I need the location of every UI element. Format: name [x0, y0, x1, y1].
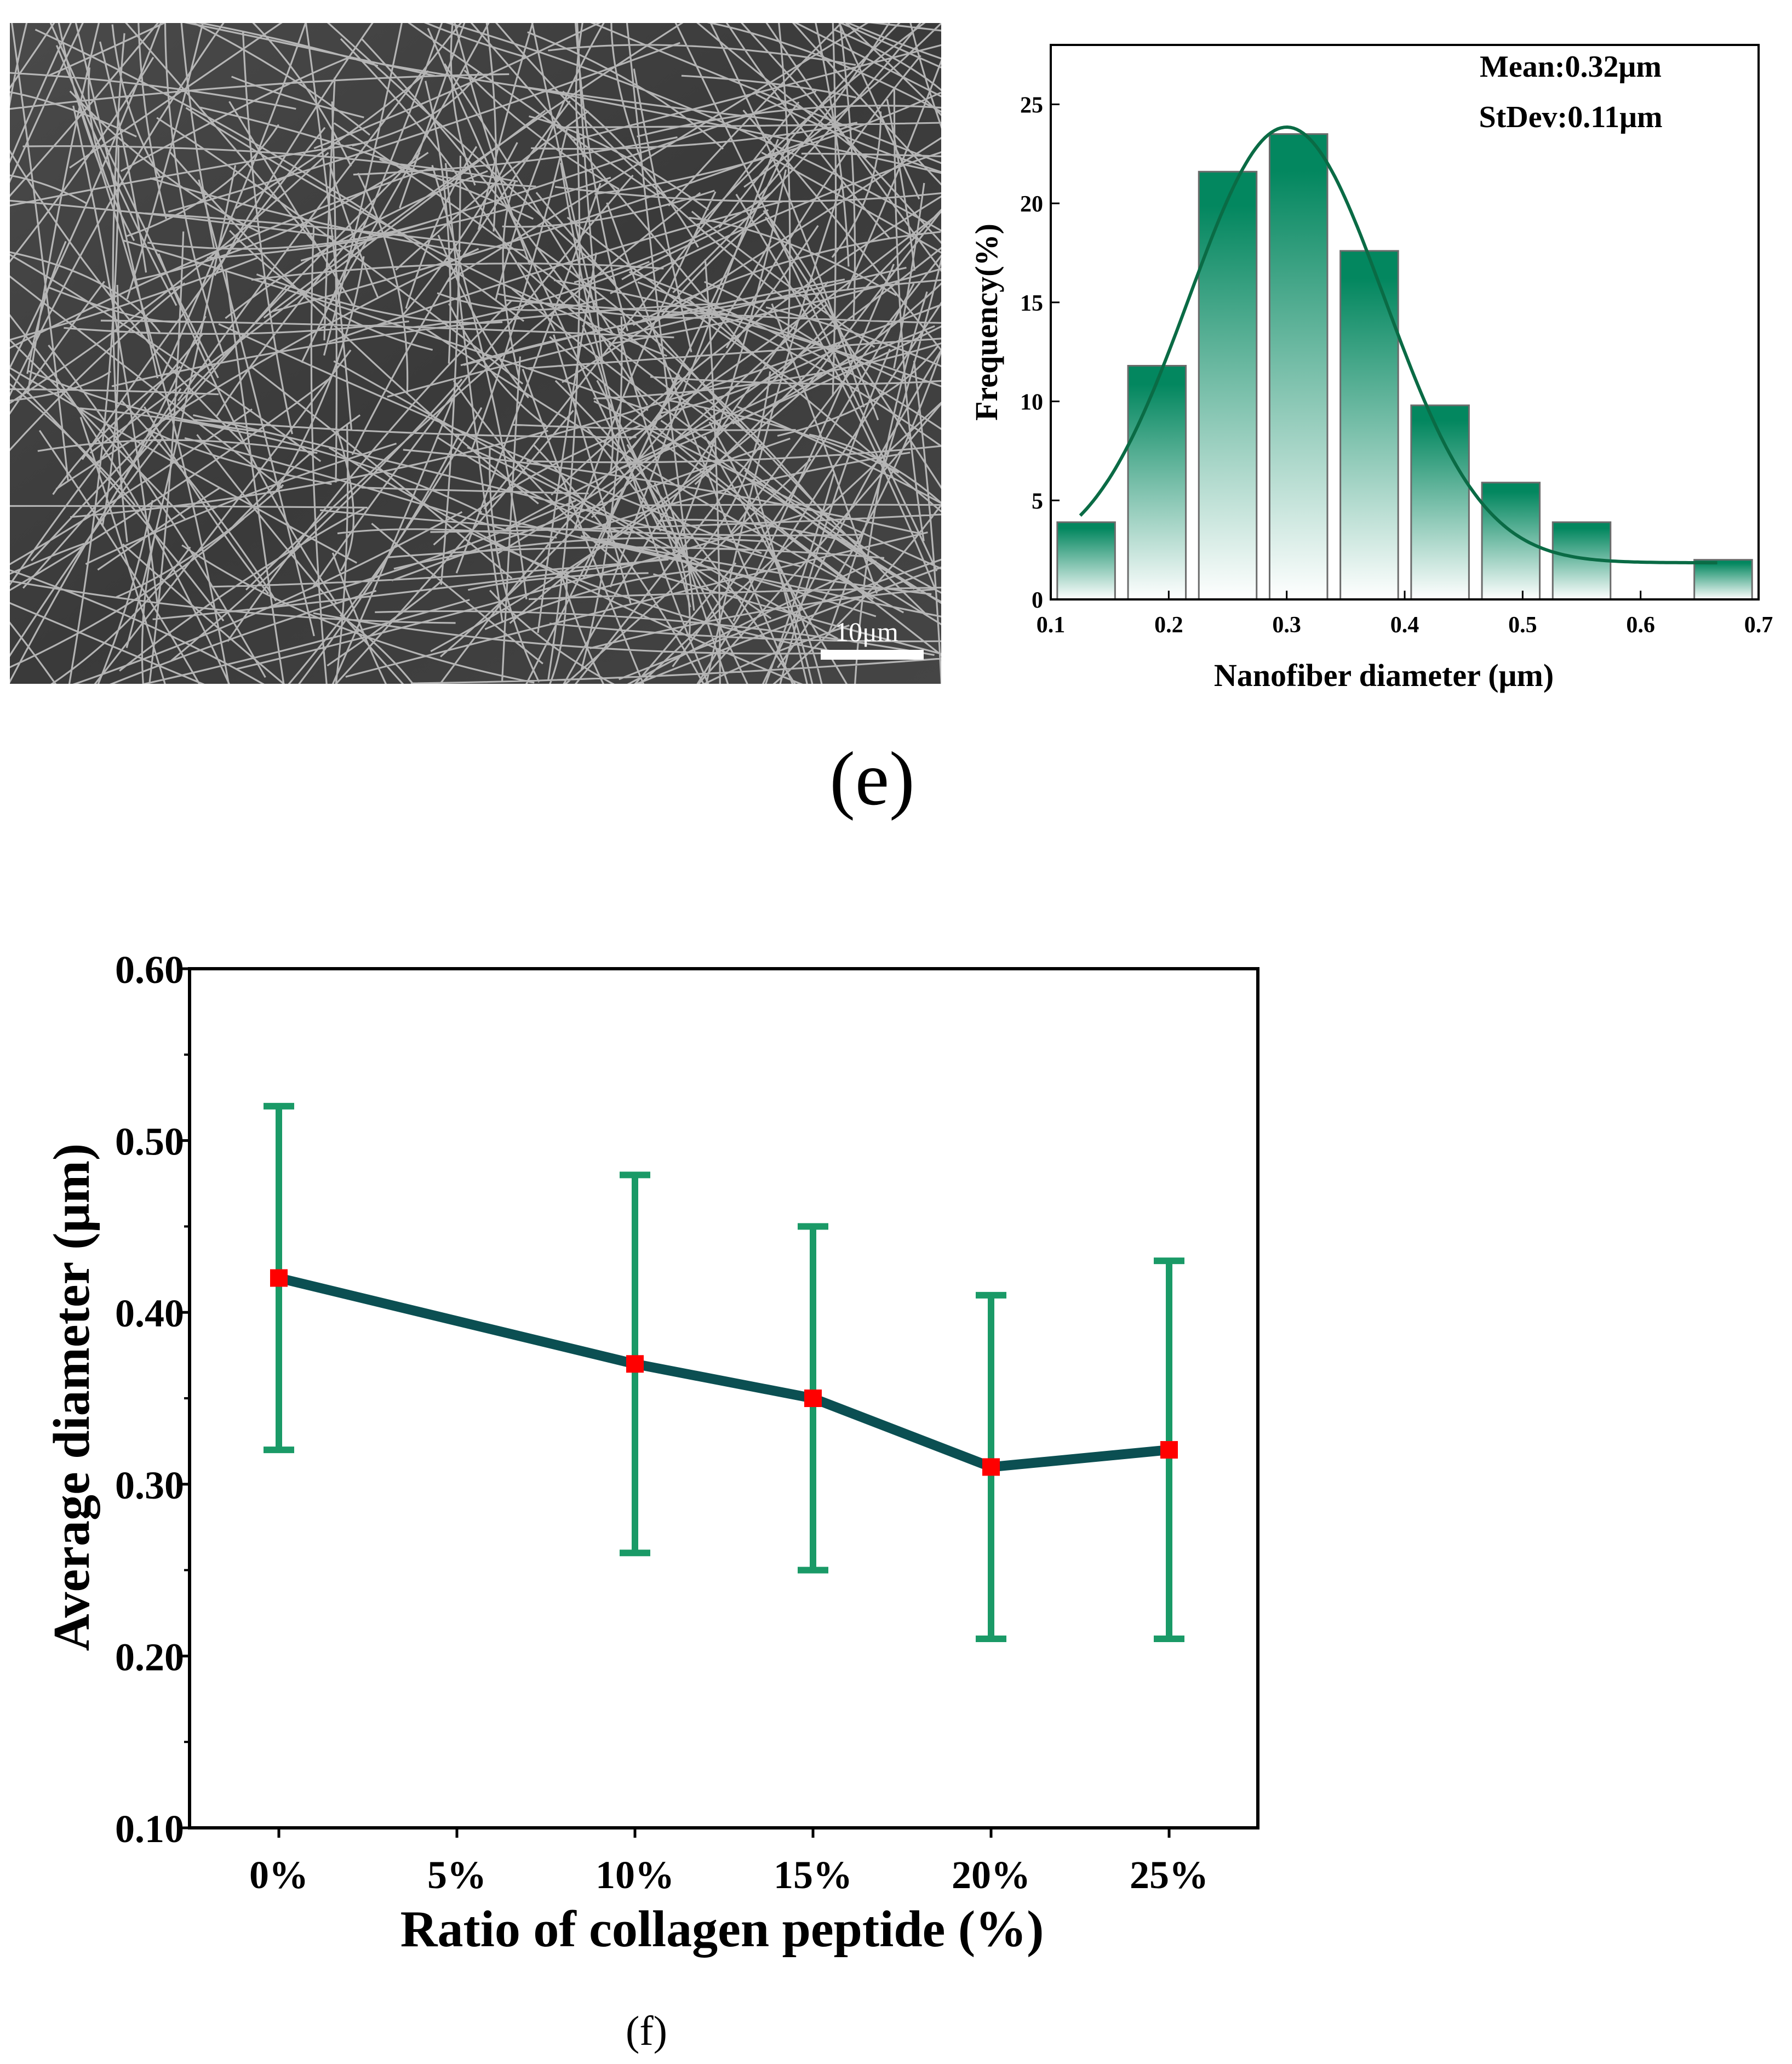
- histogram-bar: [1198, 170, 1258, 601]
- histogram-x-tick-label: 0.4: [1390, 613, 1419, 638]
- data-markers: [270, 1269, 1178, 1476]
- histogram-bar: [1268, 133, 1329, 601]
- histogram-x-tick-label: 0.1: [1037, 613, 1066, 638]
- line-y-tick-label: 0.60: [115, 948, 184, 992]
- data-point-marker: [982, 1458, 1000, 1476]
- histogram-y-tick-label: 5: [1032, 489, 1043, 514]
- nanofiber-texture: [10, 23, 941, 684]
- histogram-bar: [1481, 482, 1541, 601]
- line-x-tick-label: 15%: [774, 1853, 852, 1897]
- histogram-x-axis-label: Nanofiber diameter (μm): [1214, 657, 1554, 693]
- line-y-tick-label: 0.20: [115, 1635, 184, 1679]
- histogram-bar: [1693, 559, 1753, 601]
- line-chart: 0.10 0.20 0.30 0.40 0.50 0.60 0% 5% 10% 15% 20% 25%…: [43, 948, 1259, 1958]
- histogram-y-tick-label: 20: [1020, 192, 1043, 217]
- histogram-bar: [1056, 521, 1116, 601]
- histogram-y-tick-label: 15: [1020, 291, 1043, 316]
- histogram-chart: 0.1 0.2 0.3 0.4 0.5 0.6 0.7 0 5 10 15 20 25 Mean:0.3…: [969, 44, 1773, 693]
- line-y-tick-label: 0.10: [115, 1807, 184, 1851]
- line-x-axis-label: Ratio of collagen peptide (%): [400, 1901, 1044, 1958]
- histogram-y-axis-label: Frequency(%): [969, 224, 1004, 421]
- line-x-tick-label: 0%: [249, 1853, 308, 1897]
- data-point-marker: [1160, 1441, 1178, 1459]
- histogram-x-tick-label: 0.2: [1154, 613, 1183, 638]
- histogram-y-tick-label: 10: [1020, 390, 1043, 415]
- histogram-bar: [1339, 250, 1399, 601]
- histogram-x-tick-label: 0.5: [1508, 613, 1537, 638]
- line-x-tick-label: 20%: [952, 1853, 1030, 1897]
- line-x-tick-label: 5%: [427, 1853, 486, 1897]
- gaussian-fit-curve: [1079, 125, 1717, 565]
- error-bars: [264, 1102, 1184, 1643]
- line-x-tick-label: 10%: [596, 1853, 674, 1897]
- line-x-tick-label: 25%: [1130, 1853, 1209, 1897]
- data-point-marker: [270, 1269, 288, 1287]
- sem-micrograph: 10μm: [10, 23, 941, 684]
- scale-bar-label: 10μm: [835, 616, 898, 647]
- line-y-tick-label: 0.30: [115, 1463, 184, 1507]
- line-y-tick-label: 0.50: [115, 1120, 184, 1164]
- panel-f-label: (f): [626, 2008, 667, 2054]
- histogram-bar: [1127, 365, 1187, 601]
- data-point-marker: [626, 1355, 644, 1373]
- histogram-axes: 0.1 0.2 0.3 0.4 0.5 0.6 0.7 0 5 10 15 20 25: [1020, 93, 1773, 638]
- panel-e-label: (e): [829, 736, 914, 821]
- histogram-x-tick-label: 0.3: [1272, 613, 1301, 638]
- histogram-y-tick-label: 0: [1032, 588, 1043, 613]
- line-y-tick-label: 0.40: [115, 1291, 184, 1335]
- mean-annotation: Mean:0.32μm: [1480, 50, 1662, 84]
- stdev-annotation: StDev:0.11μm: [1479, 100, 1662, 134]
- data-point-marker: [804, 1390, 822, 1407]
- line-y-axis-label: Average diameter (μm): [43, 1144, 100, 1651]
- histogram-y-tick-label: 25: [1020, 93, 1043, 118]
- histogram-x-tick-label: 0.7: [1744, 613, 1773, 638]
- average-diameter-line: [274, 1273, 1174, 1472]
- scale-bar: [821, 650, 924, 660]
- line-plot-frame: [188, 967, 1259, 1829]
- line-axes: 0.10 0.20 0.30 0.40 0.50 0.60 0% 5% 10% 15% 20% 25%: [115, 948, 1209, 1897]
- histogram-x-tick-label: 0.6: [1626, 613, 1655, 638]
